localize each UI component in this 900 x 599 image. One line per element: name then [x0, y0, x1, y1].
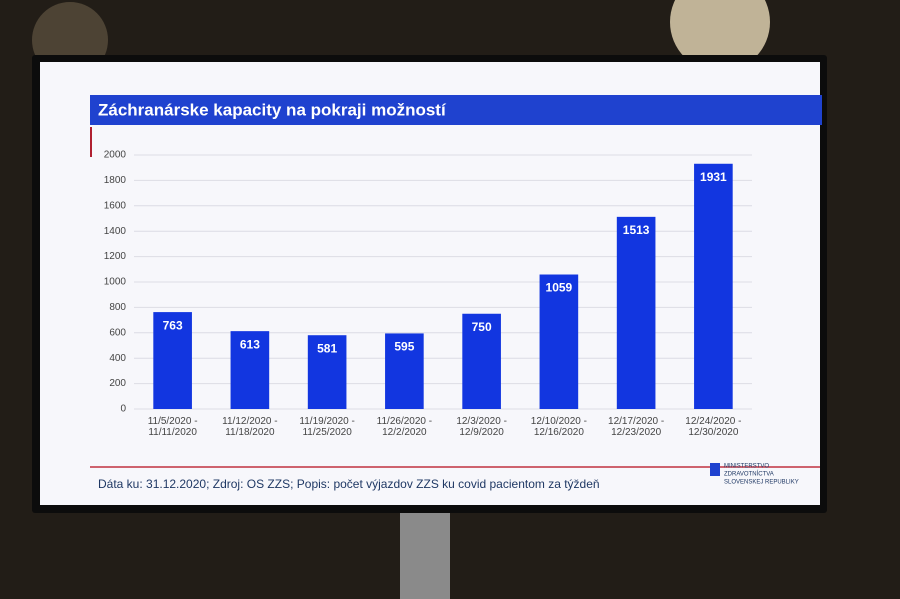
accent [90, 127, 92, 157]
bar [153, 312, 192, 409]
stand [400, 512, 450, 599]
title-bar [90, 95, 822, 125]
bar [385, 333, 424, 409]
x-tick-label: 11/26/2020 - 12/2/2020 [376, 416, 433, 438]
value-label: 595 [394, 340, 414, 354]
logo-shield [710, 463, 720, 476]
logo-text: ZDRAVOTNÍCTVA [724, 471, 774, 478]
value-label: 581 [317, 341, 337, 355]
y-tick-label: 1600 [104, 200, 127, 211]
x-tick-label: 12/10/2020 - 12/16/2020 [530, 416, 587, 438]
x-tick-label: 12/24/2020 - 12/30/2020 [685, 416, 742, 438]
y-tick-label: 0 [120, 404, 126, 415]
y-tick-label: 1000 [104, 277, 127, 288]
bar [616, 216, 656, 409]
x-tick-label: 11/5/2020 - 11/11/2020 [147, 416, 198, 438]
logo-text: SLOVENSKEJ REPUBLIKY [724, 480, 799, 486]
bar [694, 163, 733, 409]
y-tick-label: 800 [109, 302, 126, 313]
y-tick-label: 1800 [104, 175, 127, 186]
lamp [670, 0, 770, 72]
logo-text: MINISTERSTVO [724, 464, 769, 470]
value-label: 1059 [546, 281, 573, 295]
screen [40, 62, 820, 505]
y-tick-label: 200 [109, 378, 126, 389]
chart-title: Záchranárske kapacity na pokraji možnost… [98, 100, 447, 119]
value-label: 763 [163, 318, 183, 332]
y-tick-label: 1200 [104, 251, 127, 262]
bar [539, 274, 579, 409]
footnote: Dáta ku: 31.12.2020; Zdroj: OS ZZS; Popi… [98, 477, 600, 491]
y-tick-label: 600 [109, 327, 126, 338]
value-label: 613 [240, 337, 260, 351]
x-tick-label: 11/12/2020 - 11/18/2020 [222, 416, 278, 438]
bar [462, 313, 501, 409]
x-tick-label: 12/3/2020 - 12/9/2020 [456, 416, 507, 438]
value-label: 1931 [700, 170, 727, 184]
value-label: 1513 [623, 223, 650, 237]
bar [307, 335, 347, 409]
x-tick-label: 11/19/2020 - 11/25/2020 [299, 416, 355, 438]
x-tick-label: 12/17/2020 - 12/23/2020 [608, 416, 665, 438]
bar [230, 331, 270, 409]
value-label: 750 [472, 320, 492, 334]
y-tick-label: 1400 [104, 226, 127, 237]
y-tick-label: 400 [109, 353, 126, 364]
y-tick-label: 2000 [104, 150, 127, 161]
